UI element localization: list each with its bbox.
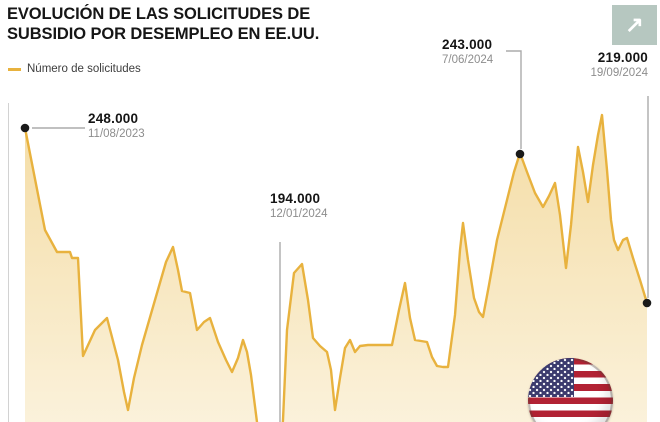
legend: Número de solicitudes [8, 63, 141, 75]
data-point-dot [20, 123, 30, 133]
annotation-date: 11/08/2023 [88, 127, 145, 140]
usa-flag-icon [528, 358, 613, 422]
annotation-date: 19/09/2024 [590, 66, 648, 79]
claims-line [23, 113, 649, 422]
flag-canton-stars [528, 358, 574, 397]
arrow-up-right-icon: ↗ [625, 12, 644, 37]
legend-line-swatch [8, 67, 21, 71]
annotation-peak-2023: 248.000 11/08/2023 [88, 112, 145, 140]
annotation-value: 243.000 [442, 37, 493, 52]
annotation-value: 219.000 [597, 50, 648, 65]
chart-title-line-2: SUBSIDIO POR DESEMPLEO EN EE.UU. [7, 24, 320, 43]
annotation-connector [506, 50, 522, 149]
annotation-low-2024: 194.000 12/01/2024 [270, 192, 328, 220]
annotation-value: 248.000 [88, 111, 139, 126]
annotation-june-2024: 243.000 7/06/2024 [442, 38, 493, 66]
data-point-dot [515, 149, 525, 159]
data-point-dot [642, 298, 652, 308]
annotation-latest-2024: 219.000 19/09/2024 [590, 51, 648, 79]
legend-label: Número de solicitudes [27, 63, 141, 75]
expand-button[interactable]: ↗ [612, 5, 657, 45]
annotation-date: 7/06/2024 [442, 53, 494, 66]
annotation-date: 12/01/2024 [270, 207, 328, 220]
area-fill [25, 115, 647, 422]
chart-title: EVOLUCIÓN DE LAS SOLICITUDES DE SUBSIDIO… [7, 5, 437, 45]
annotation-value: 194.000 [270, 191, 321, 206]
chart-title-line-1: EVOLUCIÓN DE LAS SOLICITUDES DE [7, 5, 311, 23]
